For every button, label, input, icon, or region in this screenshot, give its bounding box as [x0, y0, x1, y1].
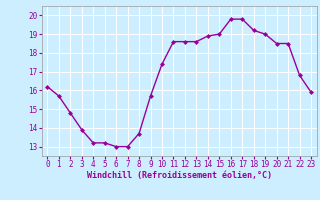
- X-axis label: Windchill (Refroidissement éolien,°C): Windchill (Refroidissement éolien,°C): [87, 171, 272, 180]
